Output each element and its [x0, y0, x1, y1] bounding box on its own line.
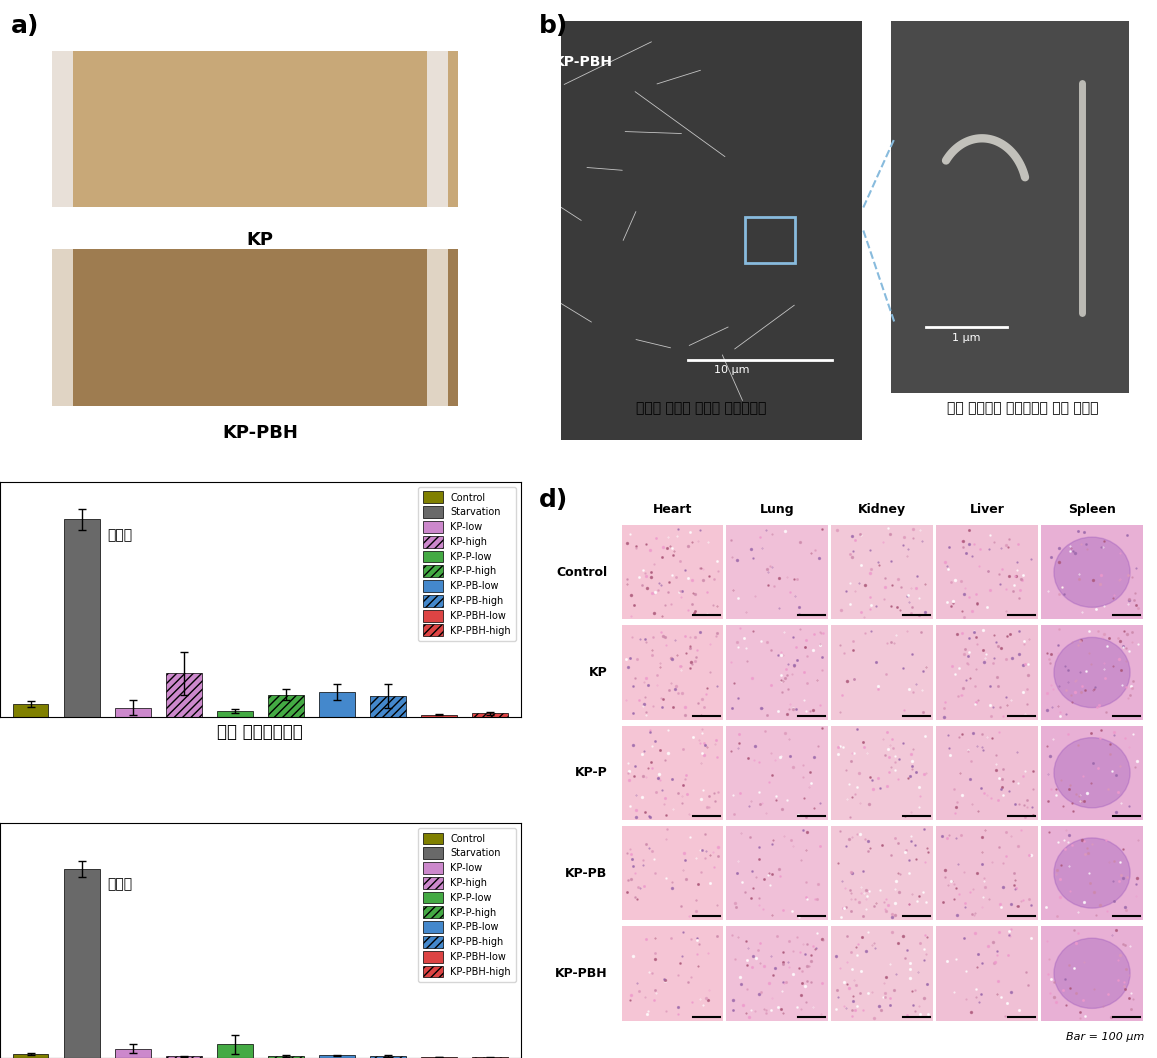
Bar — [268, 1056, 304, 1058]
Bar — [427, 51, 448, 207]
FancyBboxPatch shape — [936, 726, 1038, 820]
Text: KP-PBH: KP-PBH — [554, 55, 613, 70]
FancyBboxPatch shape — [621, 726, 723, 820]
Text: Liver: Liver — [970, 504, 1004, 516]
FancyBboxPatch shape — [621, 926, 723, 1021]
FancyBboxPatch shape — [727, 525, 827, 620]
Bar — [472, 713, 508, 717]
Text: 대조군: 대조군 — [108, 877, 132, 891]
Bar — [218, 1044, 252, 1058]
FancyBboxPatch shape — [52, 51, 458, 207]
Bar — [52, 51, 73, 207]
Circle shape — [1054, 637, 1130, 708]
X-axis label: 인간 배아줄기세포: 인간 배아줄기세포 — [218, 723, 303, 741]
Bar — [370, 696, 406, 717]
FancyBboxPatch shape — [1041, 926, 1143, 1021]
FancyBboxPatch shape — [832, 525, 933, 620]
Text: 1 μm: 1 μm — [952, 333, 981, 343]
Text: Heart: Heart — [653, 504, 692, 516]
Bar — [115, 1048, 150, 1058]
Bar — [319, 1056, 355, 1058]
FancyBboxPatch shape — [936, 926, 1038, 1021]
FancyBboxPatch shape — [832, 926, 933, 1021]
FancyBboxPatch shape — [1041, 726, 1143, 820]
Bar — [427, 249, 448, 405]
Text: Control: Control — [557, 566, 607, 579]
FancyBboxPatch shape — [727, 926, 827, 1021]
Bar — [165, 1057, 201, 1058]
FancyBboxPatch shape — [936, 826, 1038, 920]
FancyBboxPatch shape — [560, 21, 862, 440]
Circle shape — [1054, 537, 1130, 607]
Text: 대조군: 대조군 — [108, 528, 132, 542]
FancyBboxPatch shape — [1041, 525, 1143, 620]
Bar — [319, 692, 355, 717]
FancyBboxPatch shape — [621, 826, 723, 920]
FancyBboxPatch shape — [936, 625, 1038, 719]
Legend: Control, Starvation, KP-low, KP-high, KP-P-low, KP-P-high, KP-PB-low, KP-PB-high: Control, Starvation, KP-low, KP-high, KP… — [419, 487, 516, 641]
Bar — [268, 695, 304, 717]
FancyBboxPatch shape — [621, 625, 723, 719]
Text: Lung: Lung — [760, 504, 795, 516]
Text: KP-PB: KP-PB — [565, 867, 607, 879]
Bar — [64, 869, 100, 1058]
Circle shape — [1054, 938, 1130, 1008]
FancyBboxPatch shape — [1041, 826, 1143, 920]
Bar — [218, 711, 252, 717]
Text: Spleen: Spleen — [1068, 504, 1117, 516]
FancyBboxPatch shape — [832, 826, 933, 920]
FancyBboxPatch shape — [52, 249, 458, 405]
Text: KP: KP — [589, 665, 607, 679]
Text: b): b) — [538, 14, 568, 38]
Bar — [64, 519, 100, 717]
Bar — [165, 674, 201, 717]
Text: Kidney: Kidney — [858, 504, 906, 516]
Bar — [370, 1056, 406, 1058]
Text: KP: KP — [246, 231, 274, 249]
Text: KP-PBH: KP-PBH — [554, 967, 607, 980]
FancyBboxPatch shape — [621, 525, 723, 620]
Bar — [52, 249, 73, 405]
Text: KP-P: KP-P — [574, 766, 607, 780]
Bar — [13, 1055, 49, 1058]
Circle shape — [1054, 838, 1130, 908]
FancyBboxPatch shape — [727, 726, 827, 820]
Text: KP-PBH: KP-PBH — [222, 424, 299, 442]
Text: a): a) — [10, 14, 39, 38]
Bar — [115, 708, 150, 717]
FancyBboxPatch shape — [832, 726, 933, 820]
Circle shape — [1054, 737, 1130, 808]
FancyBboxPatch shape — [727, 625, 827, 719]
FancyBboxPatch shape — [936, 525, 1038, 620]
Bar — [13, 704, 49, 717]
Text: d): d) — [538, 488, 568, 511]
Bar — [421, 714, 457, 717]
FancyBboxPatch shape — [1041, 625, 1143, 719]
Legend: Control, Starvation, KP-low, KP-high, KP-P-low, KP-P-high, KP-PB-low, KP-PB-high: Control, Starvation, KP-low, KP-high, KP… — [419, 827, 516, 982]
Text: 코팅층 표면에 형성된 바이오필름: 코팅층 표면에 형성된 바이오필름 — [635, 401, 766, 415]
FancyBboxPatch shape — [832, 625, 933, 719]
Text: Bar = 100 μm: Bar = 100 μm — [1066, 1032, 1144, 1042]
Text: 코팅 레이어를 생분해하는 해양 미생물: 코팅 레이어를 생분해하는 해양 미생물 — [946, 401, 1098, 415]
Text: 10 μm: 10 μm — [714, 365, 750, 376]
FancyBboxPatch shape — [727, 826, 827, 920]
FancyBboxPatch shape — [891, 21, 1128, 394]
